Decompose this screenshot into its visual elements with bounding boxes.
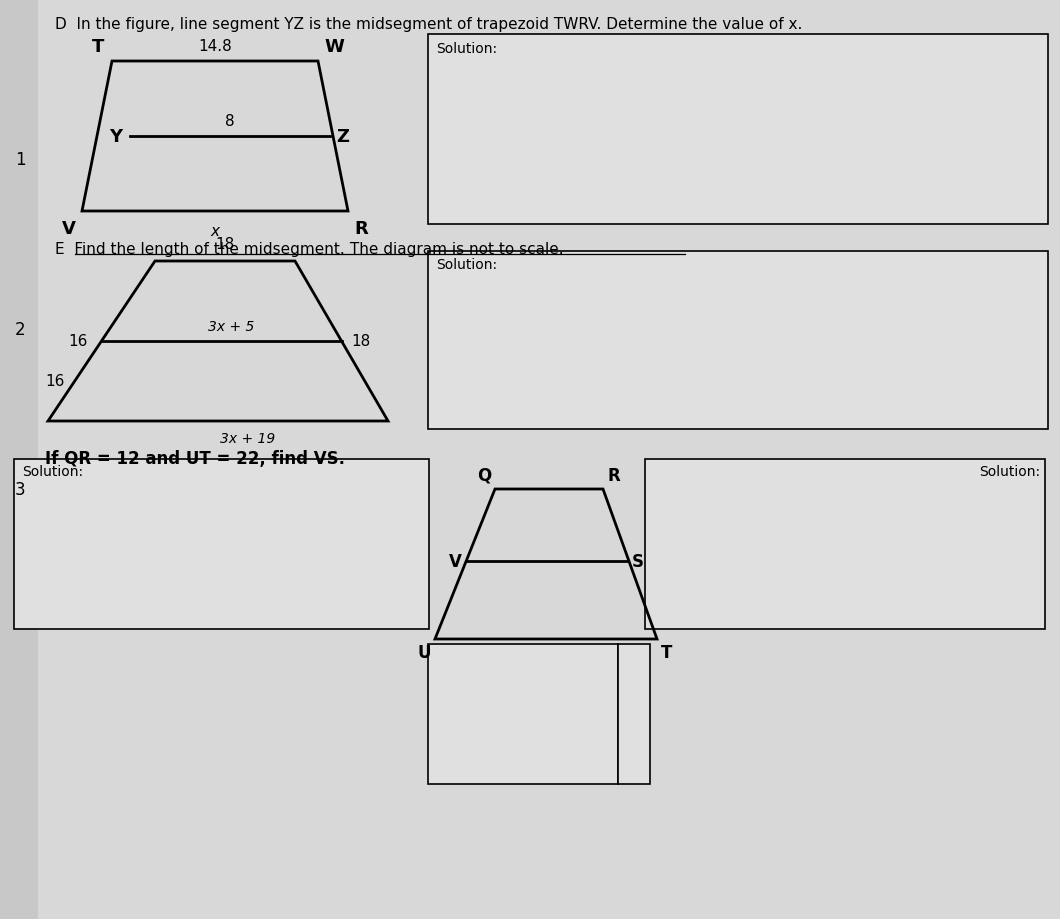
- Bar: [644, 460, 1045, 630]
- Text: Y: Y: [109, 128, 122, 146]
- Text: 2: 2: [15, 321, 25, 338]
- Text: 3: 3: [15, 481, 25, 498]
- Text: 16: 16: [68, 335, 88, 349]
- Text: Solution:: Solution:: [436, 42, 497, 56]
- Text: R: R: [607, 467, 620, 484]
- Text: Solution:: Solution:: [436, 257, 497, 272]
- Bar: [428, 35, 1048, 225]
- Text: S: S: [632, 552, 644, 571]
- Text: T: T: [661, 643, 672, 662]
- Bar: [14, 460, 429, 630]
- Text: Solution:: Solution:: [978, 464, 1040, 479]
- Text: Z: Z: [336, 128, 349, 146]
- Text: 3x + 19: 3x + 19: [220, 432, 276, 446]
- Text: 16: 16: [46, 374, 65, 389]
- Text: V: V: [63, 220, 76, 238]
- Text: 18: 18: [352, 335, 371, 349]
- Bar: [0, 0, 38, 919]
- Text: Q: Q: [477, 467, 491, 484]
- Text: If QR = 12 and UT = 22, find VS.: If QR = 12 and UT = 22, find VS.: [45, 449, 344, 468]
- Text: 1: 1: [15, 151, 25, 169]
- Text: 14.8: 14.8: [198, 39, 232, 54]
- Bar: [428, 252, 1048, 429]
- Text: 8: 8: [225, 114, 235, 129]
- Text: U: U: [418, 643, 431, 662]
- Text: V: V: [449, 552, 462, 571]
- Text: E  Find the length of the midsegment.: E Find the length of the midsegment.: [55, 242, 344, 256]
- Text: The diagram is not to scale.: The diagram is not to scale.: [344, 242, 564, 256]
- Text: Solution:: Solution:: [22, 464, 83, 479]
- Text: R: R: [354, 220, 368, 238]
- Text: D  In the figure, line segment YZ is the midsegment of trapezoid TWRV. Determine: D In the figure, line segment YZ is the …: [55, 17, 802, 32]
- Text: T: T: [91, 38, 104, 56]
- Text: W: W: [324, 38, 343, 56]
- Text: 18: 18: [215, 237, 234, 252]
- Text: x: x: [211, 223, 219, 239]
- Text: 3x + 5: 3x + 5: [209, 320, 254, 334]
- Bar: [428, 644, 618, 784]
- Bar: [618, 644, 650, 784]
